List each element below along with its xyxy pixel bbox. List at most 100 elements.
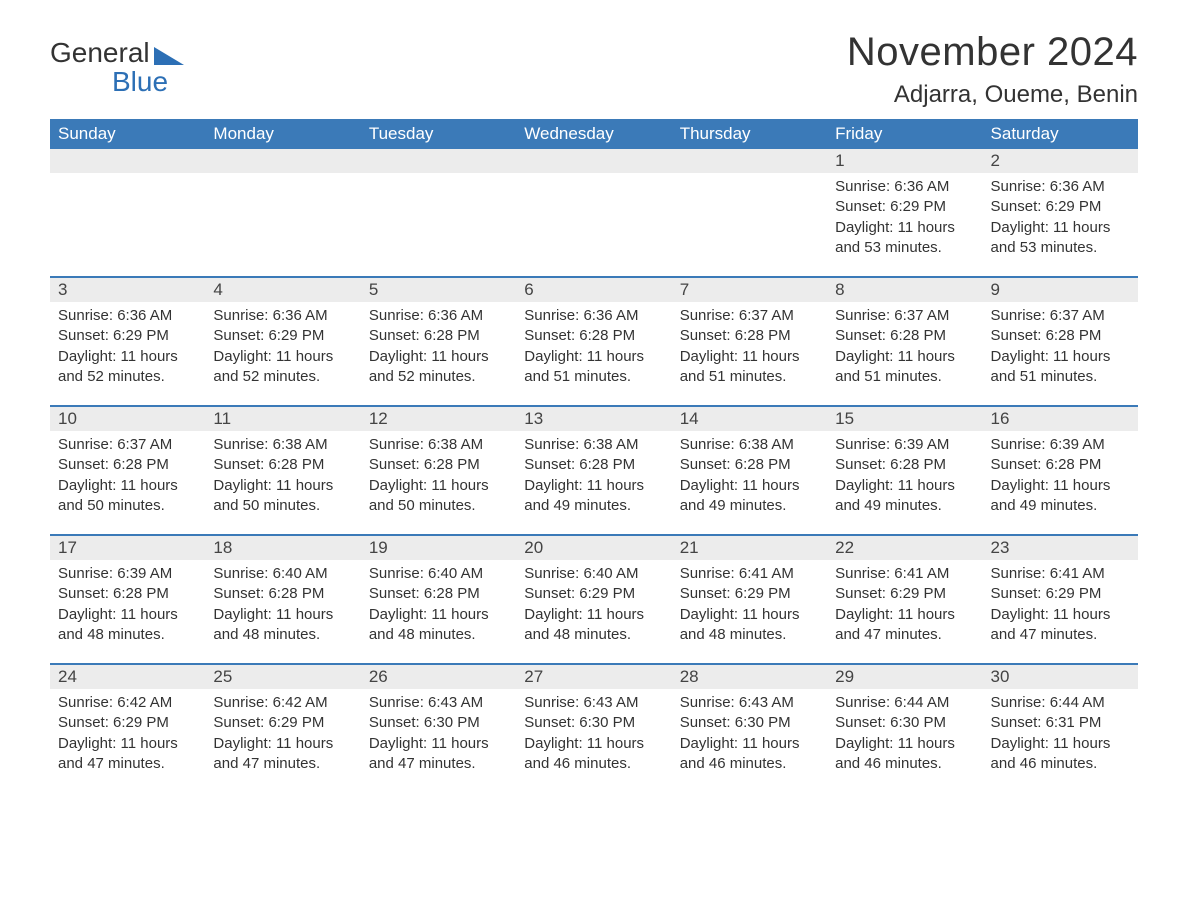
day-number-cell: 11 xyxy=(205,406,360,431)
sunset-line: Sunset: 6:28 PM xyxy=(680,455,819,475)
day-data-cell: Sunrise: 6:41 AMSunset: 6:29 PMDaylight:… xyxy=(672,560,827,664)
logo: General Blue xyxy=(50,30,184,97)
day-data-cell: Sunrise: 6:36 AMSunset: 6:28 PMDaylight:… xyxy=(361,302,516,406)
sunset-line: Sunset: 6:29 PM xyxy=(835,197,974,217)
sunrise-line: Sunrise: 6:43 AM xyxy=(680,693,819,713)
day-number-row: 17181920212223 xyxy=(50,535,1138,560)
sunrise-line: Sunrise: 6:36 AM xyxy=(369,306,508,326)
sunset-line: Sunset: 6:28 PM xyxy=(835,326,974,346)
day-data-cell: Sunrise: 6:43 AMSunset: 6:30 PMDaylight:… xyxy=(361,689,516,793)
month-title: November 2024 xyxy=(847,30,1138,75)
daylight-line: Daylight: 11 hours and 51 minutes. xyxy=(524,347,663,388)
day-data-row: Sunrise: 6:42 AMSunset: 6:29 PMDaylight:… xyxy=(50,689,1138,793)
day-data-row: Sunrise: 6:39 AM Sunset: 6:28 PM Daylight:… xyxy=(50,560,1138,664)
sunrise-line: Sunrise: 6:36 AM xyxy=(58,306,197,326)
day-number-cell: 20 xyxy=(516,535,671,560)
day-data-cell: Sunrise: 6:39 AMSunset: 6:28 PMDaylight:… xyxy=(983,431,1138,535)
sunrise-line: Sunrise: 6:43 AM xyxy=(369,693,508,713)
sunrise-line: Sunrise: 6:36 AM xyxy=(524,306,663,326)
day-data-cell: Sunrise: 6:44 AMSunset: 6:30 PMDaylight:… xyxy=(827,689,982,793)
sunset-line: Sunset: 6:28 PM xyxy=(58,455,197,475)
daylight-line: Daylight: 11 hours and 48 minutes. xyxy=(680,605,819,646)
sunset-line: Sunset: 6:28 PM xyxy=(369,455,508,475)
daylight-line: Daylight: 11 hours and 49 minutes. xyxy=(991,476,1130,517)
day-data-cell: Sunrise: 6:38 AMSunset: 6:28 PMDaylight:… xyxy=(361,431,516,535)
day-number-cell: 7 xyxy=(672,277,827,302)
day-number-cell: 23 xyxy=(983,535,1138,560)
sunrise-line: Sunrise: 6:37 AM xyxy=(835,306,974,326)
day-data-row: Sunrise: 6:36 AMSunset: 6:29 PMDaylight:… xyxy=(50,173,1138,277)
day-data-cell: Sunrise: 6:39 AMSunset: 6:28 PMDaylight:… xyxy=(827,431,982,535)
page-header: General Blue November 2024 Adjarra, Ouem… xyxy=(50,30,1138,109)
weekday-header: Thursday xyxy=(672,119,827,149)
day-data-cell: Sunrise: 6:38 AMSunset: 6:28 PMDaylight:… xyxy=(205,431,360,535)
day-number-cell: 10 xyxy=(50,406,205,431)
day-data-cell: Sunrise: 6:36 AMSunset: 6:29 PMDaylight:… xyxy=(827,173,982,277)
sunrise-line: Sunrise: 6:40 AM xyxy=(369,564,508,584)
weekday-header: Monday xyxy=(205,119,360,149)
sunset-line: Sunset: 6:28 PM xyxy=(991,455,1130,475)
weekday-header: Saturday xyxy=(983,119,1138,149)
daylight-line: Daylight: 11 hours and 46 minutes. xyxy=(991,734,1130,775)
day-number-row: 10111213141516 xyxy=(50,406,1138,431)
day-number-cell: 9 xyxy=(983,277,1138,302)
sunrise-line: Sunrise: 6:42 AM xyxy=(58,693,197,713)
day-data-cell: Sunrise: 6:36 AMSunset: 6:28 PMDaylight:… xyxy=(516,302,671,406)
sunset-line: Sunset: 6:28 PM xyxy=(213,584,352,604)
day-data-cell: Sunrise: 6:42 AMSunset: 6:29 PMDaylight:… xyxy=(50,689,205,793)
daylight-line: Daylight: 11 hours and 48 minutes. xyxy=(524,605,663,646)
sunset-line: Sunset: 6:28 PM xyxy=(213,455,352,475)
sunrise-line: Sunrise: 6:38 AM xyxy=(369,435,508,455)
daylight-line: Daylight: 11 hours and 47 minutes. xyxy=(58,734,197,775)
day-data-row: Sunrise: 6:37 AMSunset: 6:28 PMDaylight:… xyxy=(50,431,1138,535)
sunrise-line: Sunrise: 6:36 AM xyxy=(835,177,974,197)
daylight-line: Daylight: 11 hours and 47 minutes. xyxy=(369,734,508,775)
day-data-row: Sunrise: 6:36 AMSunset: 6:29 PMDaylight:… xyxy=(50,302,1138,406)
sunrise-line: Sunrise: 6:42 AM xyxy=(213,693,352,713)
day-number-cell: 18 xyxy=(205,535,360,560)
day-data-cell: Sunrise: 6:41 AMSunset: 6:29 PMDaylight:… xyxy=(983,560,1138,664)
sunrise-line: Sunrise: 6:39 AM xyxy=(835,435,974,455)
day-number-cell: 29 xyxy=(827,664,982,689)
weekday-header: Sunday xyxy=(50,119,205,149)
day-data-cell: Sunrise: 6:37 AMSunset: 6:28 PMDaylight:… xyxy=(50,431,205,535)
title-block: November 2024 Adjarra, Oueme, Benin xyxy=(847,30,1138,109)
day-number-cell xyxy=(516,149,671,173)
sunrise-line: Sunrise: 6:43 AM xyxy=(524,693,663,713)
sunset-line: Sunset: 6:30 PM xyxy=(835,713,974,733)
sunrise-line: Sunrise: 6:38 AM xyxy=(524,435,663,455)
sunset-line: Sunset: 6:29 PM xyxy=(213,713,352,733)
sunrise-line: Sunrise: 6:39 AM xyxy=(58,564,197,584)
day-number-cell: 2 xyxy=(983,149,1138,173)
sunset-line: Sunset: 6:29 PM xyxy=(991,584,1130,604)
day-number-cell: 6 xyxy=(516,277,671,302)
day-data-cell xyxy=(50,173,205,277)
day-number-row: 3456789 xyxy=(50,277,1138,302)
sunset-line: Sunset: 6:30 PM xyxy=(369,713,508,733)
sunset-line: Sunset: 6:29 PM xyxy=(835,584,974,604)
day-number-cell: 17 xyxy=(50,535,205,560)
sunrise-line: Sunrise: 6:38 AM xyxy=(213,435,352,455)
day-number-cell: 15 xyxy=(827,406,982,431)
daylight-line: Daylight: 11 hours and 49 minutes. xyxy=(835,476,974,517)
sunset-line: Sunset: 6:29 PM xyxy=(58,326,197,346)
sunrise-line: Sunrise: 6:37 AM xyxy=(680,306,819,326)
logo-text-1: General xyxy=(50,38,150,67)
daylight-line: Daylight: 11 hours and 47 minutes. xyxy=(991,605,1130,646)
day-data-cell: Sunrise: 6:36 AMSunset: 6:29 PMDaylight:… xyxy=(205,302,360,406)
daylight-line: Daylight: 11 hours and 48 minutes. xyxy=(58,605,197,646)
sunrise-line: Sunrise: 6:41 AM xyxy=(680,564,819,584)
day-number-cell: 21 xyxy=(672,535,827,560)
sunset-line: Sunset: 6:29 PM xyxy=(58,713,197,733)
sunrise-line: Sunrise: 6:36 AM xyxy=(991,177,1130,197)
logo-triangle-icon xyxy=(154,47,184,65)
day-data-cell: Sunrise: 6:43 AMSunset: 6:30 PMDaylight:… xyxy=(516,689,671,793)
calendar-table: Sunday Monday Tuesday Wednesday Thursday… xyxy=(50,119,1138,793)
day-data-cell xyxy=(672,173,827,277)
sunrise-line: Sunrise: 6:44 AM xyxy=(835,693,974,713)
daylight-line: Daylight: 11 hours and 51 minutes. xyxy=(991,347,1130,388)
sunrise-line: Sunrise: 6:37 AM xyxy=(58,435,197,455)
daylight-line: Daylight: 11 hours and 53 minutes. xyxy=(835,218,974,259)
daylight-line: Daylight: 11 hours and 47 minutes. xyxy=(835,605,974,646)
day-number-cell: 28 xyxy=(672,664,827,689)
